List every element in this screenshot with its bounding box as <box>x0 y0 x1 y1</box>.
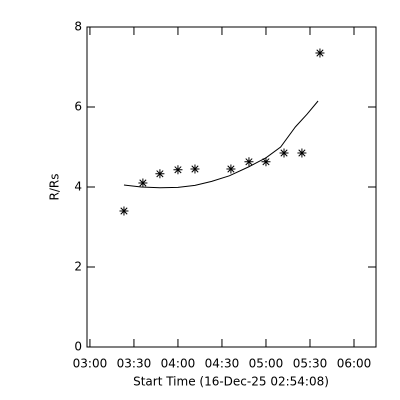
x-tick-label: 05:30 <box>293 357 328 371</box>
asterisk-point <box>190 164 200 174</box>
asterisk-point <box>261 157 271 167</box>
asterisk-point <box>297 148 307 158</box>
x-axis-label: Start Time (16-Dec-25 02:54:08) <box>133 375 329 389</box>
x-tick-label: 04:00 <box>161 357 196 371</box>
y-tick-label: 2 <box>74 260 82 274</box>
y-tick-label: 8 <box>74 20 82 34</box>
asterisk-point <box>173 165 183 175</box>
fit-curve <box>123 100 319 189</box>
plot-frame <box>86 26 377 348</box>
asterisk-point <box>155 169 165 179</box>
x-tick-label: 04:30 <box>205 357 240 371</box>
y-tick-label: 6 <box>74 100 82 114</box>
x-tick-label: 05:00 <box>249 357 284 371</box>
asterisk-point <box>119 206 129 216</box>
x-tick-label: 03:00 <box>73 357 108 371</box>
asterisk-point <box>138 178 148 188</box>
asterisk-point <box>226 164 236 174</box>
y-tick-label: 4 <box>74 180 82 194</box>
asterisk-point <box>244 157 254 167</box>
asterisk-point <box>315 48 325 58</box>
asterisk-point <box>279 148 289 158</box>
y-tick-label: 0 <box>74 340 82 354</box>
x-tick-label: 06:00 <box>337 357 372 371</box>
x-tick-label: 03:30 <box>117 357 152 371</box>
y-axis-label: R/Rs <box>48 174 62 201</box>
